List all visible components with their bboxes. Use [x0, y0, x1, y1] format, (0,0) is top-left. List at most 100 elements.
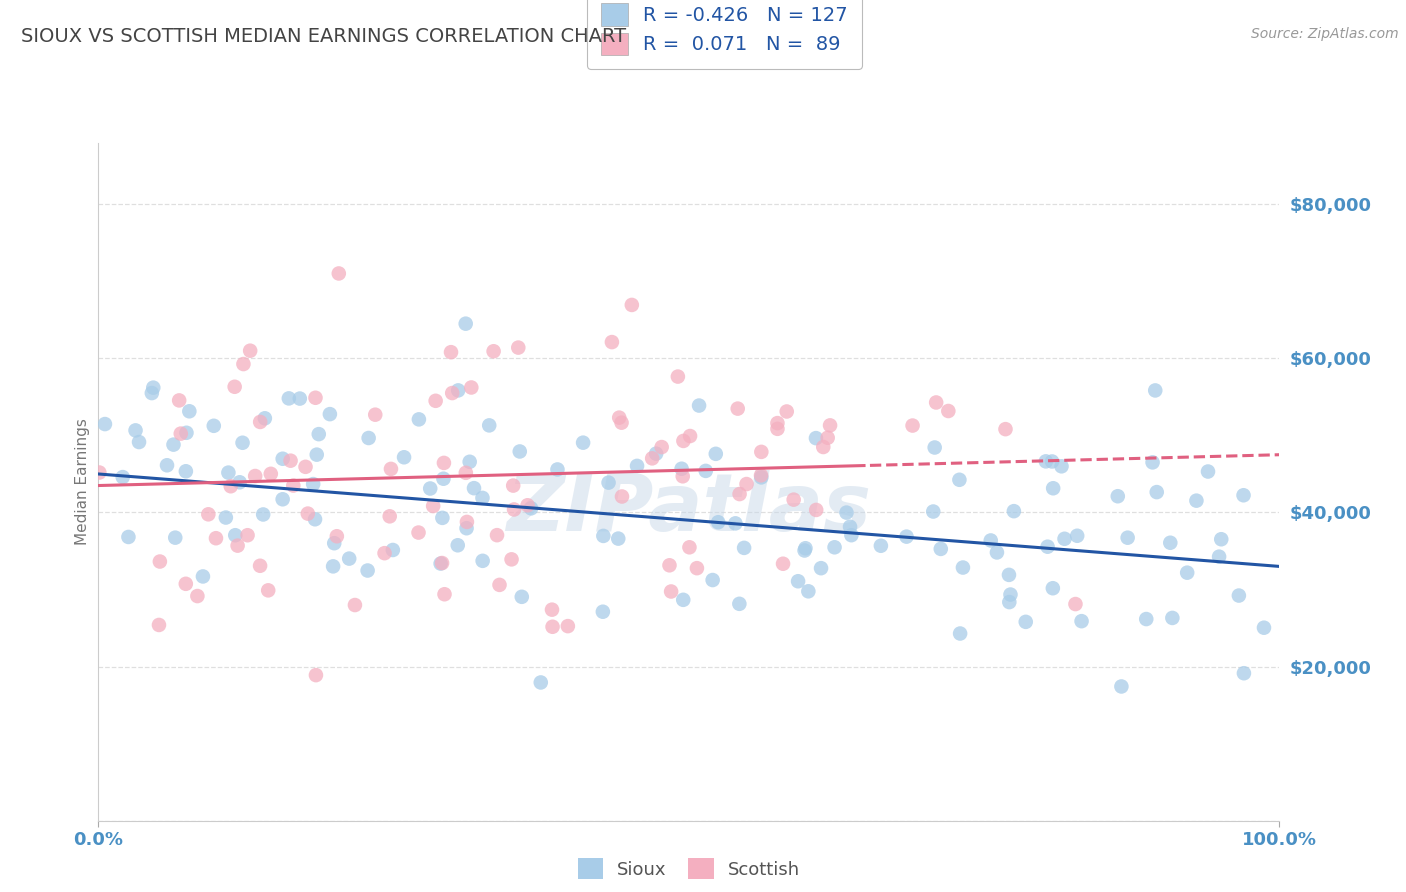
Point — [176, 425, 198, 440]
Point — [651, 440, 673, 454]
Point — [252, 508, 274, 522]
Point — [1232, 488, 1254, 502]
Point — [447, 384, 470, 398]
Point — [541, 602, 564, 616]
Point — [1208, 549, 1230, 564]
Point — [793, 543, 815, 558]
Point — [666, 369, 689, 384]
Point — [94, 417, 117, 431]
Point — [456, 515, 478, 529]
Point — [679, 429, 702, 443]
Point — [179, 404, 201, 418]
Point — [280, 453, 302, 467]
Point — [925, 395, 948, 409]
Point — [724, 516, 747, 531]
Point — [1116, 531, 1139, 545]
Point — [592, 605, 614, 619]
Point — [170, 426, 193, 441]
Point — [626, 458, 648, 473]
Point — [224, 528, 246, 542]
Point — [288, 392, 311, 406]
Point — [1064, 597, 1087, 611]
Point — [149, 555, 172, 569]
Point — [508, 341, 530, 355]
Point — [835, 506, 858, 520]
Point — [794, 541, 817, 556]
Point — [749, 470, 772, 484]
Point — [458, 455, 481, 469]
Point — [1233, 666, 1256, 681]
Point — [1227, 589, 1250, 603]
Point — [205, 531, 228, 545]
Point — [986, 545, 1008, 559]
Point — [610, 490, 633, 504]
Point — [949, 626, 972, 640]
Point — [441, 386, 464, 401]
Point — [1036, 540, 1059, 554]
Point — [645, 447, 668, 461]
Point — [998, 567, 1021, 582]
Point — [1042, 581, 1064, 595]
Point — [672, 592, 695, 607]
Point — [510, 590, 533, 604]
Point — [818, 418, 841, 433]
Point — [688, 399, 710, 413]
Point — [337, 551, 360, 566]
Point — [308, 427, 330, 442]
Point — [323, 536, 346, 550]
Point — [141, 386, 163, 401]
Text: ZIPatlas: ZIPatlas — [506, 470, 872, 548]
Point — [294, 459, 316, 474]
Point — [952, 560, 974, 574]
Point — [1050, 459, 1073, 474]
Point — [896, 530, 918, 544]
Point — [841, 528, 863, 542]
Point — [1253, 621, 1275, 635]
Point — [1042, 481, 1064, 495]
Point — [1066, 529, 1088, 543]
Point — [1111, 680, 1133, 694]
Point — [271, 451, 294, 466]
Point — [672, 434, 695, 448]
Point — [870, 539, 893, 553]
Point — [249, 558, 271, 573]
Point — [454, 317, 477, 331]
Point — [998, 595, 1021, 609]
Point — [516, 498, 538, 512]
Point — [572, 435, 595, 450]
Point — [1142, 455, 1164, 469]
Point — [228, 475, 250, 490]
Point — [174, 464, 197, 478]
Point — [224, 380, 246, 394]
Point — [502, 478, 524, 492]
Point — [936, 404, 959, 418]
Point — [374, 546, 396, 560]
Point — [304, 391, 326, 405]
Text: Source: ZipAtlas.com: Source: ZipAtlas.com — [1251, 27, 1399, 41]
Point — [408, 412, 430, 426]
Point — [804, 431, 827, 445]
Point — [378, 509, 401, 524]
Point — [162, 437, 184, 451]
Point — [226, 539, 249, 553]
Point — [659, 584, 682, 599]
Point — [485, 528, 508, 542]
Point — [501, 552, 523, 566]
Point — [1035, 454, 1057, 468]
Point — [600, 334, 623, 349]
Point — [824, 541, 846, 555]
Point — [471, 491, 494, 505]
Point — [607, 532, 630, 546]
Point — [191, 569, 214, 583]
Point — [922, 504, 945, 518]
Point — [733, 541, 755, 555]
Point — [186, 589, 208, 603]
Point — [253, 411, 276, 425]
Point — [381, 543, 404, 558]
Point — [620, 298, 643, 312]
Point — [232, 357, 254, 371]
Point — [174, 577, 197, 591]
Point — [392, 450, 415, 465]
Point — [326, 529, 349, 543]
Point — [260, 467, 283, 481]
